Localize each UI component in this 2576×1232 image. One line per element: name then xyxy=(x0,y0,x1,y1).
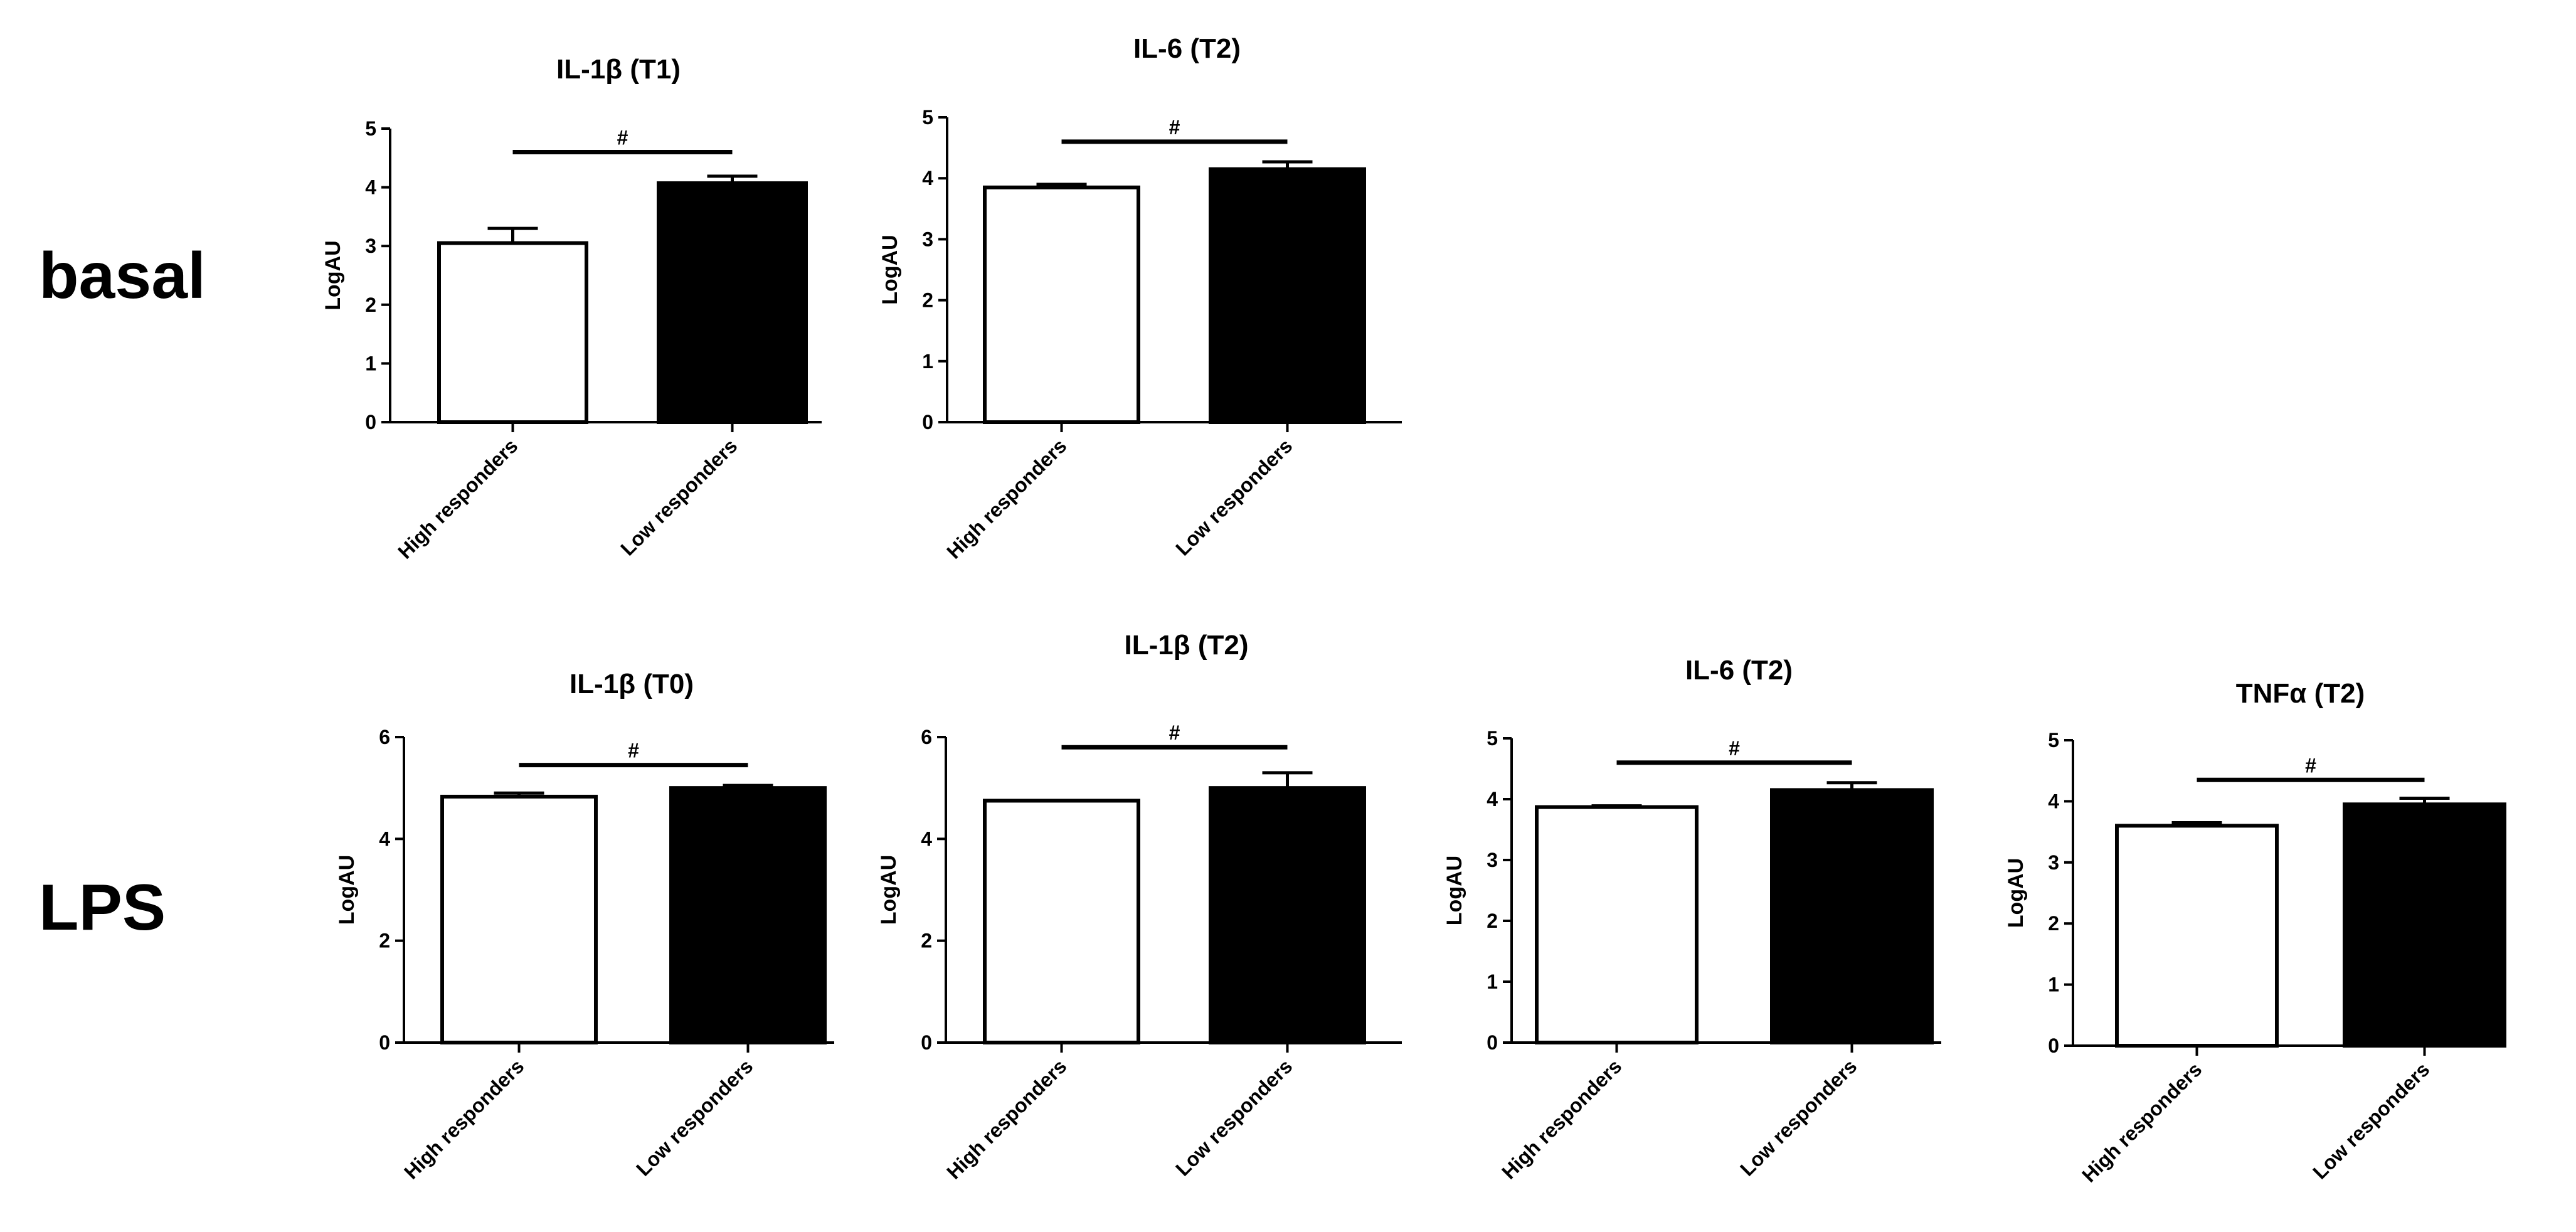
bar-low-responders xyxy=(1209,167,1366,424)
bar-high-responders xyxy=(983,185,1140,424)
x-category-label: Low responders xyxy=(632,1054,757,1180)
y-tick-label: 4 xyxy=(922,167,933,189)
chart-title: TNFα (T2) xyxy=(2236,678,2365,709)
x-category-label: High responders xyxy=(393,434,522,563)
y-tick-label: 0 xyxy=(922,411,933,433)
x-category-label: High responders xyxy=(1497,1054,1626,1183)
y-tick-label: 0 xyxy=(921,1031,932,1054)
chart-title: IL-1β (T2) xyxy=(1125,630,1249,661)
chart-title: IL-6 (T2) xyxy=(1685,655,1793,686)
y-tick-label: 2 xyxy=(379,930,390,952)
bar-high-responders xyxy=(437,241,588,424)
bar-low-responders xyxy=(2343,802,2506,1048)
y-axis-label: LogAU xyxy=(335,855,359,925)
y-tick-label: 5 xyxy=(1487,727,1498,750)
significance-marker: # xyxy=(1729,737,1740,760)
y-tick-label: 0 xyxy=(365,411,376,433)
bar-high-responders xyxy=(983,799,1140,1045)
bar-high-responders xyxy=(1535,805,1699,1044)
x-category-label: Low responders xyxy=(2308,1058,2434,1183)
bar-low-responders xyxy=(1770,788,1934,1044)
y-tick-label: 1 xyxy=(365,352,376,374)
y-tick-label: 5 xyxy=(922,106,933,129)
y-tick-label: 3 xyxy=(2048,851,2059,874)
y-axis-label: LogAU xyxy=(877,855,901,925)
bar-low-responders xyxy=(669,786,827,1044)
y-tick-label: 0 xyxy=(379,1031,390,1054)
y-axis-label: LogAU xyxy=(878,235,902,304)
y-tick-label: 1 xyxy=(922,350,933,373)
chart-5: IL-6 (T2) 0 1 2 3 4 5 LogAU High responders Low r… xyxy=(1443,655,1941,1184)
charts-group: IL-1β (T1) 0 1 2 3 4 5 LogAU High responders Low … xyxy=(321,33,2506,1187)
chart-3: IL-1β (T0) 0 2 4 6 LogAU High responders Low re… xyxy=(335,669,834,1184)
chart-2: IL-6 (T2) 0 1 2 3 4 5 LogAU High responders Low r… xyxy=(878,33,1402,563)
chart-title: IL-6 (T2) xyxy=(1133,33,1241,64)
y-tick-label: 3 xyxy=(922,228,933,250)
x-category-label: Low responders xyxy=(1171,1054,1296,1180)
significance-marker: # xyxy=(2305,754,2316,777)
y-tick-label: 5 xyxy=(2048,729,2059,751)
x-category-label: High responders xyxy=(942,1054,1071,1183)
chart-4: IL-1β (T2) 0 2 4 6 LogAU High responders Low re… xyxy=(877,630,1402,1184)
x-category-label: High responders xyxy=(2077,1058,2206,1186)
chart-title: IL-1β (T0) xyxy=(570,669,694,699)
y-axis-label: LogAU xyxy=(321,240,345,310)
y-tick-label: 1 xyxy=(2048,974,2059,996)
y-tick-label: 4 xyxy=(2048,790,2059,812)
x-category-label: Low responders xyxy=(616,434,741,560)
significance-marker: # xyxy=(1169,721,1180,744)
y-tick-label: 4 xyxy=(379,827,390,850)
x-category-label: High responders xyxy=(942,434,1071,563)
row-label-basal: basal xyxy=(39,240,206,312)
y-tick-label: 2 xyxy=(921,930,932,952)
x-category-label: Low responders xyxy=(1736,1054,1861,1180)
y-tick-label: 1 xyxy=(1487,970,1498,993)
chart-1: IL-1β (T1) 0 1 2 3 4 5 LogAU High responders Low … xyxy=(321,54,822,563)
y-axis-label: LogAU xyxy=(2004,858,2028,928)
y-tick-label: 5 xyxy=(365,117,376,140)
significance-marker: # xyxy=(1169,116,1180,139)
y-tick-label: 2 xyxy=(922,289,933,312)
y-tick-label: 3 xyxy=(1487,849,1498,871)
y-tick-label: 6 xyxy=(921,726,932,748)
y-tick-label: 3 xyxy=(365,235,376,257)
x-category-label: Low responders xyxy=(1171,434,1296,560)
row-label-lps: LPS xyxy=(39,871,166,944)
y-tick-label: 4 xyxy=(365,176,376,199)
y-tick-label: 6 xyxy=(379,726,390,748)
bar-low-responders xyxy=(657,181,808,424)
bar-high-responders xyxy=(2115,824,2279,1048)
y-axis-label: LogAU xyxy=(1443,856,1466,925)
y-tick-label: 4 xyxy=(1487,788,1498,810)
bar-low-responders xyxy=(1209,786,1366,1044)
chart-6: TNFα (T2) 0 1 2 3 4 5 LogAU High responders Low r… xyxy=(2004,678,2506,1187)
significance-marker: # xyxy=(628,740,639,762)
significance-marker: # xyxy=(617,126,628,149)
y-tick-label: 2 xyxy=(365,294,376,316)
y-tick-label: 0 xyxy=(1487,1031,1498,1054)
y-tick-label: 2 xyxy=(1487,910,1498,932)
y-tick-label: 0 xyxy=(2048,1034,2059,1057)
y-tick-label: 4 xyxy=(921,827,932,850)
bar-high-responders xyxy=(440,794,598,1044)
chart-title: IL-1β (T1) xyxy=(556,54,681,85)
y-tick-label: 2 xyxy=(2048,912,2059,935)
x-category-label: High responders xyxy=(400,1054,528,1183)
